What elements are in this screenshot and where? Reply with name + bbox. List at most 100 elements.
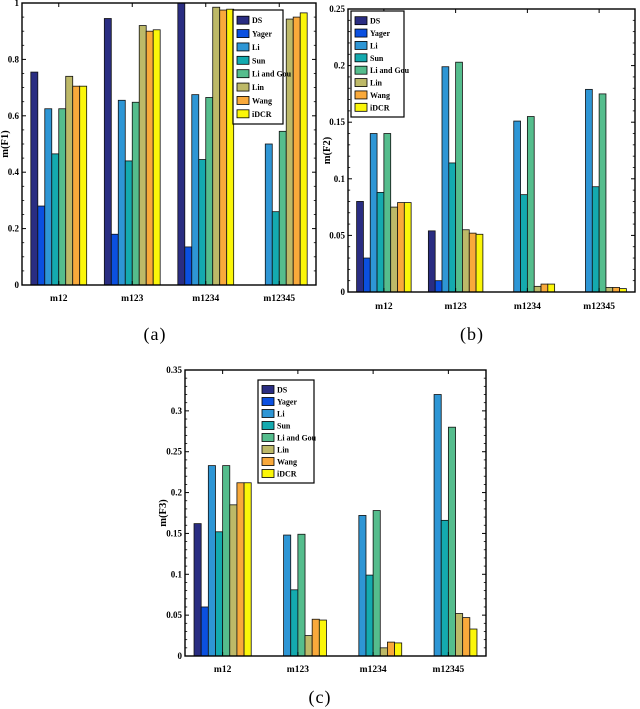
bar-Li-m123 bbox=[117, 99, 126, 286]
bar-Li-m12 bbox=[44, 108, 53, 286]
bar-Lin-m1234 bbox=[212, 6, 221, 286]
bar-Wang-m12 bbox=[72, 85, 81, 286]
bar-Li-and-Gou-m123 bbox=[455, 61, 463, 293]
y-tick-label: 0.3 bbox=[171, 406, 183, 416]
legend-label-Lin: Lin bbox=[370, 79, 383, 88]
bar-Sun-m1234 bbox=[520, 194, 528, 293]
legend: DS Yager Li Sun Li and Gou Lin Wang iDCR bbox=[257, 379, 317, 484]
bar-Li-m12 bbox=[207, 465, 216, 657]
bar-Li-and-Gou-m1234 bbox=[205, 97, 214, 286]
axis-box bbox=[347, 8, 636, 293]
bar-Li-m123 bbox=[441, 66, 450, 293]
bars bbox=[193, 394, 478, 657]
axis-tick-labels: 0 0.2 0.4 0.6 0.8 1 m12 m123 m1234 m12345 bbox=[8, 0, 296, 304]
chart-a: 0 0.2 0.4 0.6 0.8 1 m12 m123 m1234 m12345 m(F1) DS Y… bbox=[0, 0, 320, 348]
bar-Li-and-Gou-m12345 bbox=[278, 130, 287, 286]
legend-swatch-Wang bbox=[354, 90, 368, 100]
legend-swatch-Li-and-Gou bbox=[354, 65, 368, 75]
bar-Lin-m1234 bbox=[533, 285, 542, 293]
legend-label-Yager: Yager bbox=[370, 29, 390, 38]
bar-Wang-m1234 bbox=[387, 641, 395, 657]
bar-Li-and-Gou-m123 bbox=[297, 533, 306, 657]
legend-label-Wang: Wang bbox=[252, 96, 272, 105]
bar-Lin-m12 bbox=[65, 75, 74, 286]
bar-DS-m12 bbox=[356, 201, 364, 293]
y-tick-label: 0.25 bbox=[329, 4, 345, 14]
bar-iDCR-m1234 bbox=[547, 283, 556, 293]
bar-Li-m12345 bbox=[264, 143, 273, 286]
y-axis-label: m(F3) bbox=[158, 499, 169, 527]
legend-swatch-Wang bbox=[261, 457, 275, 466]
legend-label-Wang: Wang bbox=[370, 91, 390, 100]
x-category-label-m123: m123 bbox=[287, 665, 309, 675]
legend-label-Wang: Wang bbox=[277, 458, 297, 467]
caption-b: (b) bbox=[460, 324, 484, 344]
bar-Sun-m12345 bbox=[591, 186, 600, 293]
bar-iDCR-m12345 bbox=[469, 628, 478, 657]
x-category-label-m12345: m12345 bbox=[263, 294, 295, 304]
bar-Li-and-Gou-m12 bbox=[222, 465, 231, 657]
x-category-label-m12: m12 bbox=[50, 294, 68, 304]
legend-box bbox=[350, 10, 405, 118]
y-tick-label: 0.05 bbox=[329, 230, 345, 240]
bar-Lin-m12345 bbox=[455, 613, 464, 657]
bar-Wang-m123 bbox=[145, 30, 154, 286]
legend: DS Yager Li Sun Li and Gou Lin Wang iDCR bbox=[350, 10, 410, 118]
bar-Li-and-Gou-m12345 bbox=[598, 93, 607, 293]
x-category-label-m1234: m1234 bbox=[514, 302, 541, 312]
chart-b: 0 0.05 0.1 0.15 0.2 0.25 m12 m123 m1234 m12345 m(F… bbox=[320, 0, 640, 348]
bar-Lin-m12 bbox=[390, 206, 398, 293]
bar-Li-m12 bbox=[369, 133, 378, 293]
legend-swatch-Li-and-Gou bbox=[261, 433, 275, 442]
legend-swatch-Li bbox=[261, 409, 275, 418]
legend-swatch-Li bbox=[354, 41, 368, 50]
bar-Yager-m123 bbox=[434, 280, 443, 293]
x-category-label-m123: m123 bbox=[445, 302, 467, 312]
legend-label-iDCR: iDCR bbox=[252, 110, 272, 119]
bar-Sun-m12345 bbox=[271, 211, 280, 286]
bar-Li-m1234 bbox=[358, 515, 367, 657]
bar-Lin-m123 bbox=[138, 25, 147, 286]
bar-iDCR-m12 bbox=[403, 202, 412, 293]
legend-swatch-Lin bbox=[354, 78, 368, 87]
y-tick-label: 0.35 bbox=[166, 365, 182, 375]
x-category-label-m1234: m1234 bbox=[192, 294, 219, 304]
bar-Lin-m12 bbox=[229, 504, 238, 657]
legend-swatch-Li bbox=[236, 42, 250, 52]
bar-Yager-m1234 bbox=[184, 246, 193, 286]
bar-iDCR-m12345 bbox=[299, 12, 308, 286]
x-category-label-m12: m12 bbox=[375, 302, 393, 312]
bar-Wang-m1234 bbox=[540, 283, 549, 293]
bar-Sun-m12345 bbox=[440, 519, 449, 657]
y-tick-label: 0.6 bbox=[8, 111, 20, 121]
chart-a-canvas: 0 0.2 0.4 0.6 0.8 1 m12 m123 m1234 m12345 m(F1) DS Y… bbox=[0, 0, 317, 304]
legend-label-iDCR: iDCR bbox=[370, 103, 390, 112]
bar-Yager-m12 bbox=[200, 606, 209, 657]
bar-Wang-m123 bbox=[311, 618, 320, 657]
legend-swatch-iDCR bbox=[236, 109, 250, 119]
legend-label-Li: Li bbox=[370, 41, 378, 50]
axis-tick-labels: 0 0.05 0.1 0.15 0.2 0.25 0.3 0.35 m12 m123 m1234 m1… bbox=[166, 365, 464, 675]
bar-iDCR-m12 bbox=[79, 85, 88, 286]
bar-iDCR-m123 bbox=[152, 29, 161, 286]
bar-Yager-m12 bbox=[37, 205, 46, 286]
y-tick-label: 0.05 bbox=[166, 610, 182, 620]
bar-Sun-m12 bbox=[51, 153, 60, 286]
legend-swatch-Lin bbox=[236, 82, 250, 92]
bar-Wang-m12 bbox=[236, 482, 245, 657]
y-tick-label: 0.2 bbox=[334, 61, 346, 71]
y-tick-label: 0.4 bbox=[8, 167, 20, 177]
y-tick-label: 1 bbox=[15, 0, 20, 8]
bar-DS-m123 bbox=[103, 18, 112, 286]
bar-Li-and-Gou-m1234 bbox=[526, 116, 535, 293]
axis-ticks bbox=[22, 2, 316, 286]
x-category-label-m1234: m1234 bbox=[360, 665, 387, 675]
bar-Sun-m123 bbox=[448, 162, 457, 293]
legend-label-DS: DS bbox=[277, 386, 288, 395]
legend-swatch-Sun bbox=[261, 421, 275, 430]
bar-DS-m1234 bbox=[177, 2, 186, 286]
y-axis-label: m(F2) bbox=[322, 136, 333, 164]
bar-Wang-m1234 bbox=[219, 9, 228, 286]
legend-label-DS: DS bbox=[370, 17, 381, 26]
x-category-label-m12345: m12345 bbox=[583, 302, 615, 312]
